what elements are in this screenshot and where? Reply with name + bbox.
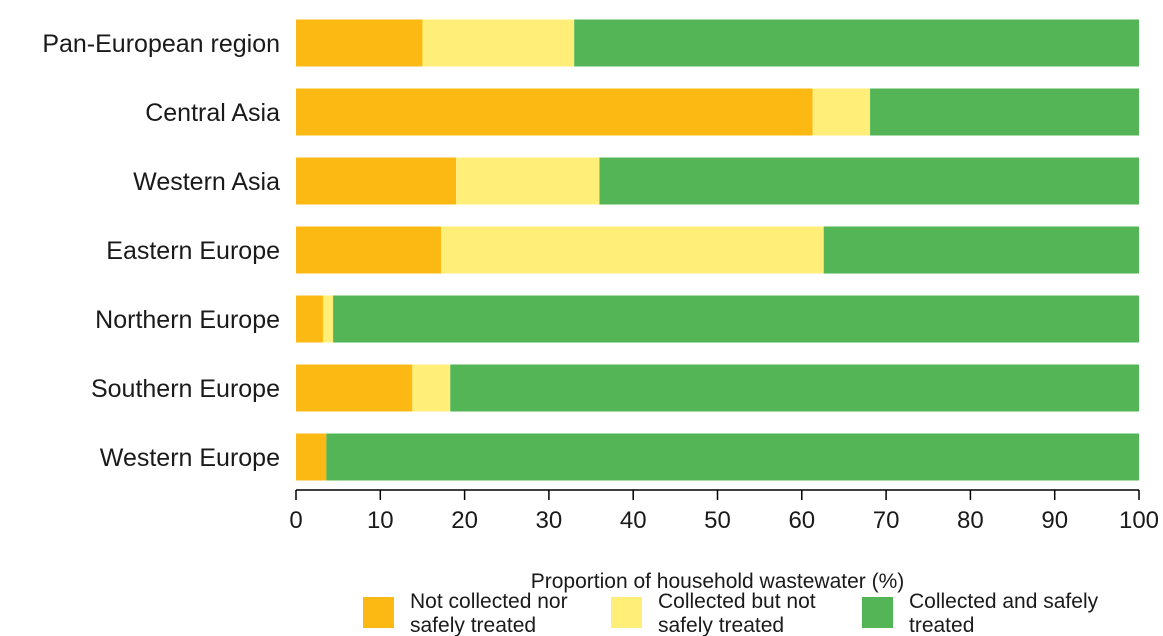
category-labels: Pan-European region Central Asia Western A… [42,30,280,472]
bar-pan-european-region-series-1 [296,19,423,67]
bar-eastern-europe-series-3 [823,226,1139,274]
x-tick-label: 100 [1119,507,1159,534]
bar-northern-europe-series-2 [322,295,334,343]
x-tick-label: 20 [451,507,478,534]
bar-central-asia-series-2 [812,88,871,136]
x-tick-label: 30 [536,507,563,534]
legend-swatch-1 [363,597,394,628]
bars-group [296,19,1140,481]
legend: Not collected nor safely treated Collected… [363,590,1099,636]
x-axis-label: Proportion of household wastewater (%) [531,570,905,593]
legend-label-2: Collected but not safely treated [658,590,816,636]
category-label: Southern Europe [91,375,280,403]
x-tick-label: 0 [289,507,302,534]
bar-western-europe-series-1 [296,433,327,481]
x-tick-label: 40 [620,507,647,534]
x-tick-label: 70 [873,507,900,534]
legend-swatch-3 [862,597,893,628]
x-tick-label: 90 [1041,507,1068,534]
legend-label-1: Not collected nor safely treated [410,590,568,636]
x-tick-label: 80 [957,507,984,534]
bar-pan-european-region-series-3 [574,19,1139,67]
category-label: Western Europe [100,444,280,472]
x-tick-label: 10 [367,507,394,534]
bar-western-europe-series-3 [326,433,1140,481]
category-label: Central Asia [145,99,280,127]
x-tick-label: 60 [788,507,815,534]
bar-pan-european-region-series-2 [422,19,575,67]
legend-swatch-2 [611,597,642,628]
x-tick-label: 50 [704,507,731,534]
bar-eastern-europe-series-1 [296,226,441,274]
bar-northern-europe-series-1 [296,295,323,343]
category-label: Pan-European region [42,30,280,58]
x-axis-ticks: 0 10 20 30 40 50 60 70 80 90 100 [289,490,1159,534]
bar-central-asia-series-1 [296,88,813,136]
category-label: Western Asia [133,168,280,196]
bar-western-asia-series-3 [599,157,1139,205]
bar-eastern-europe-series-2 [441,226,824,274]
bar-southern-europe-series-3 [450,364,1139,412]
bar-western-asia-series-2 [456,157,600,205]
bar-northern-europe-series-3 [333,295,1140,343]
legend-label-3: Collected and safely treated [909,590,1099,636]
bar-southern-europe-series-1 [296,364,413,412]
category-label: Northern Europe [95,306,280,334]
bar-central-asia-series-3 [870,88,1139,136]
bar-southern-europe-series-2 [412,364,451,412]
bar-western-asia-series-1 [296,157,457,205]
category-label: Eastern Europe [106,237,280,265]
